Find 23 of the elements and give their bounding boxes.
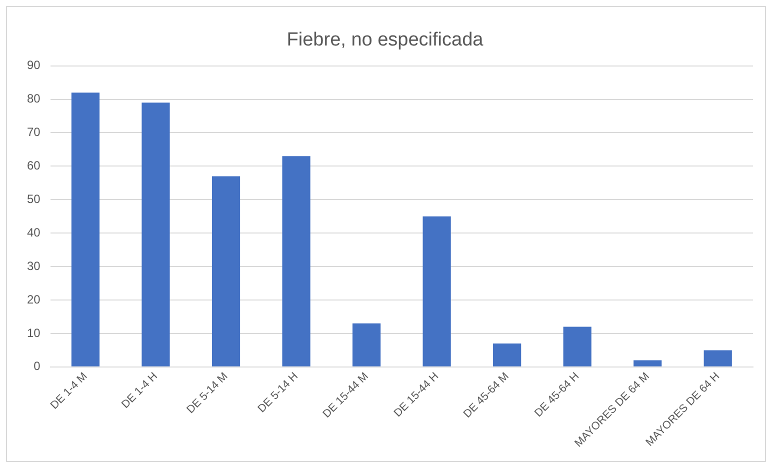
- bar: [634, 360, 662, 366]
- y-tick-label: 40: [26, 225, 41, 240]
- bar: [352, 323, 381, 366]
- bar: [212, 176, 240, 366]
- y-tick-label: 0: [34, 359, 41, 374]
- bar: [282, 156, 310, 366]
- y-tick-label: 20: [26, 292, 41, 306]
- chart-title: Fiebre, no especificada: [286, 30, 484, 51]
- bar: [704, 350, 732, 366]
- x-tick-label: DE 1-4 H: [120, 370, 160, 411]
- y-tick-label: 80: [26, 92, 41, 106]
- bar: [563, 326, 592, 366]
- bar: [71, 92, 100, 366]
- y-tick-label: 30: [26, 258, 41, 273]
- bar: [142, 102, 170, 366]
- bar: [422, 216, 451, 366]
- x-tick-label: DE 1-4 M: [48, 370, 90, 412]
- y-tick-label: 60: [26, 158, 41, 172]
- y-tick-label: 50: [26, 192, 41, 206]
- y-tick-label: 90: [26, 58, 41, 72]
- y-tick-label: 10: [26, 326, 41, 340]
- bar: [493, 344, 522, 366]
- y-tick-label: 70: [26, 125, 41, 140]
